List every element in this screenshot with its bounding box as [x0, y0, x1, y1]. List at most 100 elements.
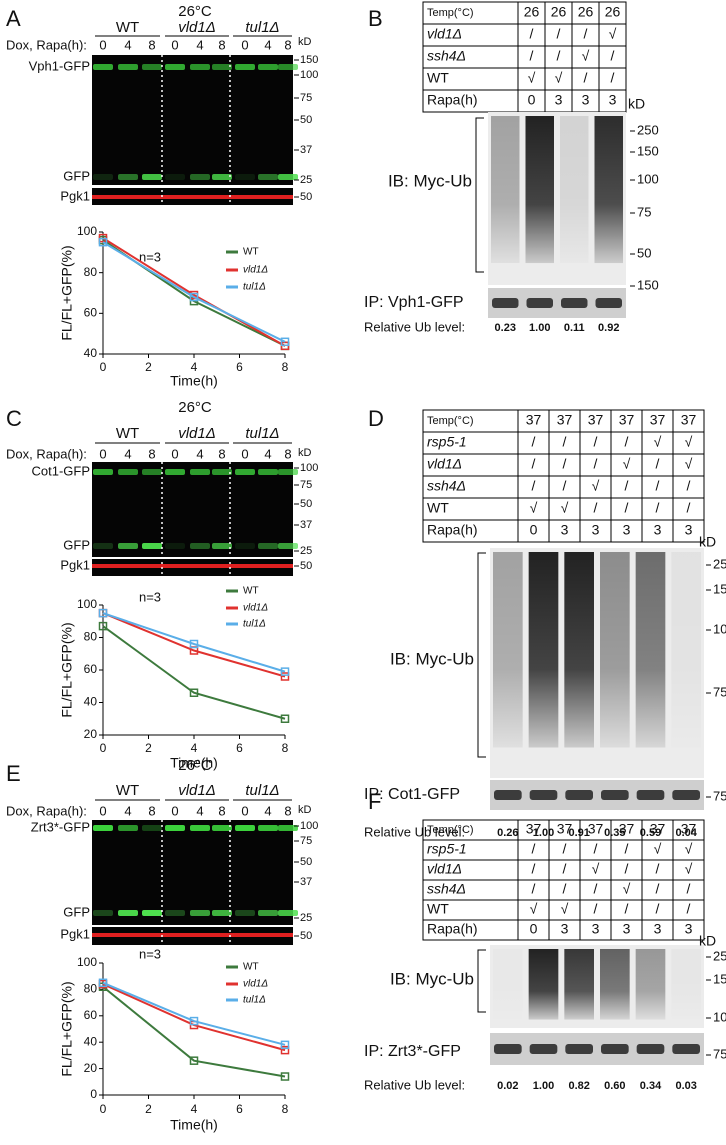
- x-tick-label: 4: [191, 741, 198, 755]
- x-tick-label: 4: [191, 1102, 198, 1116]
- relative-value: 1.00: [529, 322, 550, 334]
- gfp-band: [212, 910, 232, 916]
- data-point: [280, 672, 290, 681]
- data-point: [280, 1072, 290, 1081]
- table-cell: √: [561, 901, 569, 917]
- table-cell: /: [563, 456, 567, 472]
- ip-blot: [490, 780, 704, 810]
- lane-time: 0: [99, 803, 106, 818]
- row-label: ssh4Δ: [427, 48, 466, 64]
- lane-time: 0: [99, 446, 106, 461]
- strain-label: WT: [116, 19, 139, 36]
- ub-smear: [635, 949, 666, 1020]
- table-cell: 37: [526, 412, 542, 428]
- row-label: vld1Δ: [427, 861, 462, 877]
- ip-band: [636, 790, 665, 800]
- gfp-band: [190, 543, 210, 549]
- ip-band: [494, 1044, 522, 1054]
- x-tick-label: 0: [100, 741, 107, 755]
- strain-label: tul1Δ: [245, 425, 279, 442]
- size-marker: 250: [637, 122, 659, 137]
- ip-label: IP: Zrt3*-GFP: [364, 1043, 461, 1060]
- bracket: [477, 949, 486, 1013]
- gfp-band: [190, 174, 210, 180]
- x-tick-label: 0: [100, 1102, 107, 1116]
- fl-band: [278, 469, 298, 475]
- table-cell: 3: [592, 522, 600, 538]
- band-label: Pgk1: [60, 188, 90, 203]
- strain-label: vld1Δ: [178, 782, 216, 799]
- time-label: Dox, Rapa(h):: [6, 803, 87, 818]
- size-marker: 50: [300, 856, 312, 868]
- y-tick-label: 100: [77, 597, 97, 611]
- gfp-band: [278, 910, 298, 916]
- size-marker: 50: [300, 114, 312, 126]
- band-label: Pgk1: [60, 926, 90, 941]
- table-cell: 3: [623, 522, 631, 538]
- table-cell: 37: [557, 412, 573, 428]
- lane-time: 8: [148, 446, 155, 461]
- fl-band: [212, 825, 232, 831]
- kd-label: kD: [298, 804, 312, 816]
- table-cell: /: [687, 901, 691, 917]
- table-cell: /: [625, 841, 629, 857]
- size-marker: 150: [300, 54, 318, 66]
- ip-band: [672, 790, 700, 800]
- table-cell: /: [656, 456, 660, 472]
- table-cell: √: [582, 48, 590, 64]
- relative-label: Relative Ub level:: [364, 824, 465, 839]
- loading-band: [92, 933, 293, 937]
- table-cell: /: [656, 478, 660, 494]
- lane-time: 4: [264, 803, 271, 818]
- gfp-band: [235, 543, 255, 549]
- table-cell: /: [532, 881, 536, 897]
- kd-label: kD: [628, 96, 645, 112]
- bracket: [477, 552, 486, 758]
- table-cell: /: [584, 26, 588, 42]
- lane-time: 8: [148, 803, 155, 818]
- table-cell: /: [625, 901, 629, 917]
- gfp-band: [258, 174, 278, 180]
- band-label: GFP: [63, 904, 90, 919]
- table-cell: 3: [685, 921, 693, 937]
- fl-band: [93, 469, 113, 475]
- ub-smear: [528, 949, 559, 1020]
- y-tick-label: 0: [90, 1087, 97, 1101]
- gfp-band: [142, 174, 162, 180]
- gfp-band: [212, 543, 232, 549]
- table-cell: /: [656, 500, 660, 516]
- row-label: rsp5-1: [427, 841, 467, 857]
- y-tick-label: 100: [77, 224, 97, 238]
- gfp-band: [142, 910, 162, 916]
- table-cell: /: [594, 841, 598, 857]
- ip-label: IP: Cot1-GFP: [364, 786, 460, 803]
- size-marker: 25: [300, 912, 312, 924]
- x-tick-label: 2: [145, 1102, 152, 1116]
- legend-label: vld1Δ: [243, 603, 268, 614]
- size-marker: 25: [300, 545, 312, 557]
- annotation: n=3: [139, 249, 161, 264]
- ip-blot: [490, 1033, 704, 1065]
- table-cell: √: [623, 881, 631, 897]
- gfp-band: [258, 910, 278, 916]
- relative-value: 1.00: [533, 1080, 554, 1092]
- table-cell: √: [555, 70, 563, 86]
- temperature: 26°C: [178, 3, 212, 20]
- blot: [92, 820, 293, 925]
- relative-value: 0.82: [568, 1080, 589, 1092]
- size-marker: 50: [300, 191, 312, 203]
- gfp-band: [165, 174, 185, 180]
- size-marker: 50: [300, 498, 312, 510]
- relative-value: 0.26: [497, 827, 518, 839]
- size-marker: 100: [637, 171, 659, 186]
- table-cell: /: [532, 456, 536, 472]
- table-cell: √: [592, 861, 600, 877]
- legend-label: tul1Δ: [243, 282, 266, 293]
- size-marker: 150: [637, 277, 659, 292]
- y-tick-label: 80: [84, 982, 98, 996]
- fl-band: [142, 825, 162, 831]
- table-cell: √: [530, 500, 538, 516]
- x-axis-title: Time(h): [170, 373, 218, 389]
- table-cell: √: [654, 841, 662, 857]
- x-tick-label: 8: [282, 360, 289, 374]
